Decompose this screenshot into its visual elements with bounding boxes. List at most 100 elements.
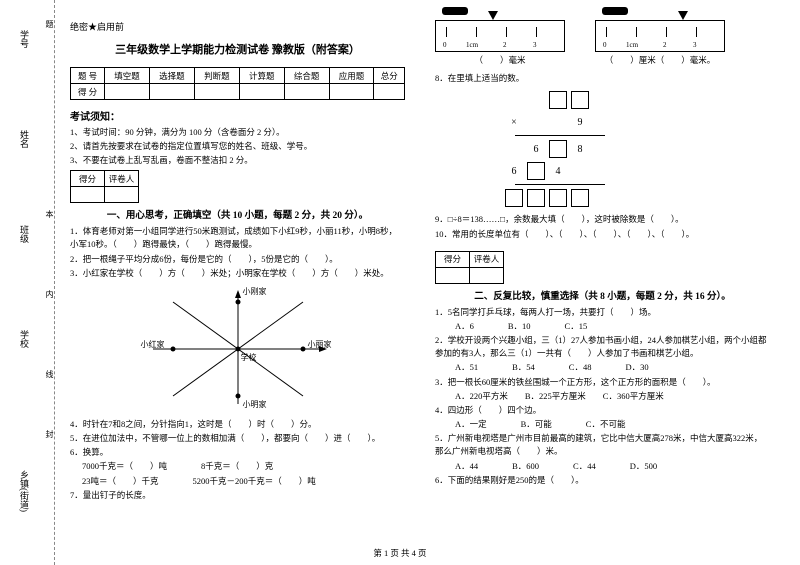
- page-footer: 第 1 页 共 4 页: [0, 547, 800, 559]
- mult-blank[interactable]: [549, 91, 567, 109]
- th-4: 计算题: [239, 68, 284, 84]
- score-cell[interactable]: [239, 84, 284, 100]
- r2t3: 3: [693, 41, 697, 49]
- score-cell[interactable]: [105, 84, 150, 100]
- score-table: 题 号 填空题 选择题 判断题 计算题 综合题 应用题 总分 得 分: [70, 67, 405, 100]
- q6: 6．换算。: [70, 446, 405, 459]
- gutter-mark-4: 封: [44, 430, 55, 438]
- mult-9: 9: [571, 113, 589, 131]
- s2q1: 1．5名同学打乒乓球，每两人打一场，共要打（ ）场。: [435, 306, 770, 319]
- mult-blank[interactable]: [505, 189, 523, 207]
- th-1: 填空题: [105, 68, 150, 84]
- gutter-mark-1: 本: [44, 210, 55, 218]
- mult-8a: 8: [571, 140, 589, 158]
- r1t2: 2: [503, 41, 507, 49]
- secret-label: 绝密★启用前: [70, 20, 405, 33]
- q1: 1．体育老师对第一小组同学进行50米跑测试，成绩如下小红9秒，小丽11秒，小明8…: [70, 225, 405, 251]
- mult-blank[interactable]: [571, 91, 589, 109]
- q4: 4．时针在7和8之间，分针指向1，这时是（ ）时（ ）分。: [70, 418, 405, 431]
- ruler2-answer: （ ）厘米（ ）毫米。: [595, 54, 725, 67]
- r1t1: 1cm: [466, 41, 478, 49]
- r2t0: 0: [603, 41, 607, 49]
- ruler2-box: 0 1cm 2 3 （ ）厘米（ ）毫米。: [595, 20, 725, 68]
- score-cell[interactable]: [194, 84, 239, 100]
- mult-line2: [515, 184, 605, 185]
- r2t1: 1cm: [626, 41, 638, 49]
- mult-blank[interactable]: [527, 189, 545, 207]
- mult-blank[interactable]: [549, 140, 567, 158]
- sect-blank[interactable]: [470, 267, 504, 283]
- lbl-c: 学校: [241, 352, 257, 363]
- lbl-w: 小红家: [141, 339, 165, 350]
- ruler1: 0 1cm 2 3: [435, 20, 565, 52]
- row2-label: 得 分: [71, 84, 105, 100]
- sect-c2: 评卷人: [105, 171, 139, 187]
- gutter-mark-3: 线: [44, 370, 55, 378]
- section2-title: 二、反复比较，慎重选择（共 8 小题，每题 2 分，共 16 分）。: [435, 288, 770, 302]
- q5: 5．在进位加法中，不管哪一位上的数相加满（ ），都要向（ ）进（ ）。: [70, 432, 405, 445]
- q6a: 7000千克＝（ ）吨 8千克＝（ ）克: [82, 460, 405, 473]
- score-cell[interactable]: [329, 84, 374, 100]
- gutter-xingming: 姓名: [18, 130, 31, 148]
- gutter-mark-0: 题: [44, 20, 55, 28]
- mult-x: ×: [505, 113, 523, 131]
- th-3: 判断题: [194, 68, 239, 84]
- sect2-c2: 评卷人: [470, 251, 504, 267]
- section1-title: 一、用心思考，正确填空（共 10 小题，每题 2 分，共 20 分）。: [70, 207, 405, 221]
- q9: 9．□÷8＝138……□，余数最大填（ ），这时被除数是（ ）。: [435, 213, 770, 226]
- gutter-xiangzhen: 乡镇(街道): [18, 470, 31, 512]
- r1t0: 0: [443, 41, 447, 49]
- notice-2: 2、请首先按要求在试卷的指定位置填写您的姓名、班级、学号。: [70, 140, 405, 153]
- left-column: 绝密★启用前 三年级数学上学期能力检测试卷 豫教版（附答案） 题 号 填空题 选…: [60, 20, 415, 555]
- score-cell[interactable]: [374, 84, 405, 100]
- score-cell[interactable]: [284, 84, 329, 100]
- lbl-s: 小明家: [243, 399, 267, 410]
- q8: 8．在里填上适当的数。: [435, 72, 770, 85]
- ruler2-pointer-hand: [602, 7, 628, 15]
- ruler1-arrow-icon: [488, 11, 498, 20]
- notice-3: 3、不要在试卷上乱写乱画，卷面不整洁扣 2 分。: [70, 154, 405, 167]
- gutter-banji: 班级: [18, 225, 31, 243]
- s2q4: 4．四边形（ ）四个边。: [435, 404, 770, 417]
- mult-6b: 6: [505, 162, 523, 180]
- score-cell[interactable]: [149, 84, 194, 100]
- sect-blank[interactable]: [71, 187, 105, 203]
- th-2: 选择题: [149, 68, 194, 84]
- s2q4o: A．一定 B．可能 C．不可能: [455, 418, 770, 431]
- sect-blank[interactable]: [105, 187, 139, 203]
- sect2-c1: 得分: [436, 251, 470, 267]
- gutter-xuexiao: 学校: [18, 330, 31, 348]
- mult-6a: 6: [527, 140, 545, 158]
- s2q6: 6．下面的结果刚好是250的是（ ）。: [435, 474, 770, 487]
- gutter-xuehao: 学号: [18, 30, 31, 48]
- exam-title: 三年级数学上学期能力检测试卷 豫教版（附答案）: [70, 41, 405, 57]
- ruler1-pointer-hand: [442, 7, 468, 15]
- sect-blank[interactable]: [436, 267, 470, 283]
- mult-blank[interactable]: [571, 189, 589, 207]
- q7: 7．量出钉子的长度。: [70, 489, 405, 502]
- s2q3o: A．220平方米 B．225平方厘米 C．360平方厘米: [455, 390, 770, 403]
- compass-diagram: 小刚家 小明家 小丽家 小红家 学校: [133, 284, 343, 414]
- right-column: 0 1cm 2 3 （ ）毫米 0 1cm 2: [425, 20, 780, 555]
- mult-blank[interactable]: [527, 162, 545, 180]
- sect-c1: 得分: [71, 171, 105, 187]
- mult-4: 4: [549, 162, 567, 180]
- q6b: 23吨＝（ ）千克 5200千克－200千克＝（ ）吨: [82, 475, 405, 488]
- s2q1o: A．6 B．10 C．15: [455, 320, 770, 333]
- th-6: 应用题: [329, 68, 374, 84]
- s2q2o: A．51 B．54 C．48 D．30: [455, 361, 770, 374]
- q2: 2．把一根绳子平均分成6份，每份是它的（ ），5份是它的（ ）。: [70, 253, 405, 266]
- section2-scorebox: 得分 评卷人: [435, 251, 504, 284]
- s2q5o: A．44 B．600 C．44 D．500: [455, 460, 770, 473]
- page: 绝密★启用前 三年级数学上学期能力检测试卷 豫教版（附答案） 题 号 填空题 选…: [0, 0, 800, 565]
- s2q5: 5．广州新电视塔是广州市目前最高的建筑，它比中信大厦高278米，中信大厦高322…: [435, 432, 770, 458]
- binding-gutter: 学号 姓名 班级 学校 乡镇(街道) 题 本 内 线 封: [0, 0, 55, 565]
- s2q2: 2．学校开设两个兴趣小组，三（1）27人参加书画小组，24人参加棋艺小组，两个小…: [435, 334, 770, 360]
- s2q3: 3．把一根长60厘米的铁丝围城一个正方形，这个正方形的面积是（ ）。: [435, 376, 770, 389]
- r1t3: 3: [533, 41, 537, 49]
- ruler1-box: 0 1cm 2 3 （ ）毫米: [435, 20, 565, 68]
- mult-blank[interactable]: [549, 189, 567, 207]
- th-5: 综合题: [284, 68, 329, 84]
- lbl-e: 小丽家: [308, 339, 332, 350]
- section1-scorebox: 得分 评卷人: [70, 170, 139, 203]
